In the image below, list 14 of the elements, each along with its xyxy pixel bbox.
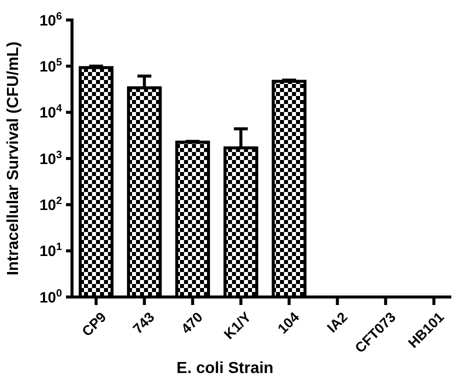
x-tick-label: CP9 — [78, 308, 110, 340]
x-tick-label: 470 — [178, 308, 206, 337]
x-tick-label: 104 — [274, 308, 302, 337]
y-tick-label: 10$^{5}$ — [39, 56, 62, 76]
x-axis-title: E. coli Strain — [176, 360, 274, 377]
y-tick-label: 10$^{6}$ — [39, 10, 62, 30]
y-tick-label: 10$^{2}$ — [39, 194, 62, 214]
y-tick-label: 10$^{4}$ — [39, 102, 62, 122]
x-tick-label: 743 — [130, 308, 158, 337]
y-tick-label: 10$^{1}$ — [39, 241, 62, 260]
x-tick-label: IA2 — [324, 308, 351, 336]
y-tick-label: 10$^{3}$ — [39, 148, 62, 168]
y-axis-title: Intracellular Survival (CFU/mL) — [5, 42, 22, 276]
y-tick-label: 10$^{0}$ — [39, 287, 62, 306]
